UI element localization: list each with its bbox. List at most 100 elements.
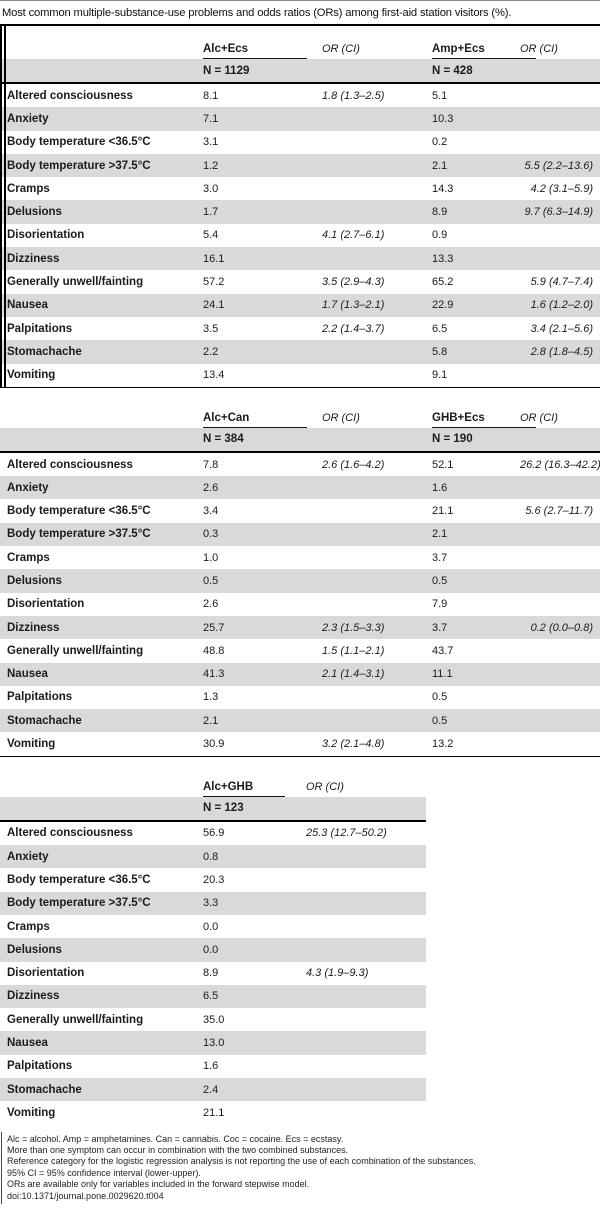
percent-value: 2.6	[203, 598, 219, 611]
percent-value: 22.9	[432, 299, 454, 312]
table-row: Dizziness 16.1 13.3	[0, 247, 600, 271]
sample-size: N = 190	[432, 433, 473, 446]
percent-value: 7.9	[432, 598, 448, 611]
symptom-label: Generally unwell/fainting	[7, 1013, 144, 1026]
percent-value: 1.6	[432, 481, 448, 494]
percent-value: 0.8	[203, 850, 219, 863]
percent-value: 0.9	[432, 229, 448, 242]
table-row: Palpitations 3.5 2.2 (1.4–3.7) 6.5 3.4 (2.1–…	[0, 317, 600, 340]
substance-table-3: Alc+GHB OR (CI) N = 123 Altered consciousne…	[0, 757, 426, 1125]
substance-column-header: Alc+GHB	[203, 781, 306, 797]
table-row: Delusions 0.5 0.5	[0, 569, 600, 593]
percent-value: 3.7	[432, 621, 448, 634]
symptom-label: Body temperature >37.5°C	[7, 159, 151, 172]
table-row: Nausea 41.3 2.1 (1.4–3.1) 11.1	[0, 662, 600, 686]
table-row: Disorientation 2.6 7.9	[0, 593, 600, 616]
percent-value: 1.0	[203, 551, 219, 564]
symptom-label: Body temperature >37.5°C	[7, 528, 151, 541]
footnote-line: ORs are available only for variables inc…	[7, 1179, 310, 1190]
symptom-label: Generally unwell/fainting	[7, 276, 144, 289]
odds-ratio-text: 5.6 (2.7–11.7)	[525, 505, 593, 518]
percent-value: 0.5	[203, 574, 219, 587]
substance-column-label: Alc+GHB	[203, 781, 285, 797]
table-row: Vomiting 30.9 3.2 (2.1–4.8) 13.2	[0, 732, 600, 755]
symptom-label: Stomachache	[7, 1083, 82, 1096]
odds-ratio-text: 4.2 (3.1–5.9)	[530, 182, 593, 195]
percent-value: 6.5	[432, 322, 448, 335]
odds-ratio-text: 5.9 (4.7–7.4)	[530, 276, 593, 289]
symptom-label: Altered consciousness	[7, 827, 133, 840]
or-ci-column-header: OR (CI)	[306, 780, 344, 793]
sample-size: N = 428	[432, 64, 473, 77]
odds-ratio-value: 1.5 (1.1–2.1)	[322, 644, 385, 657]
table-row: Disorientation 8.9 4.3 (1.9–9.3)	[0, 962, 426, 985]
percent-value: 43.7	[432, 644, 454, 657]
footnote-line: More than one symptom can occur in combi…	[7, 1144, 349, 1155]
substance-column-label: Alc+Can	[203, 412, 307, 428]
symptom-label: Altered consciousness	[7, 89, 133, 102]
percent-value: 41.3	[203, 668, 225, 681]
substance-column-label: Alc+Ecs	[203, 43, 307, 59]
symptom-label: Delusions	[7, 574, 62, 587]
percent-value: 1.3	[203, 691, 219, 704]
symptom-label: Dizziness	[7, 990, 60, 1003]
odds-ratio-text: 3.4 (2.1–5.6)	[530, 322, 593, 335]
odds-ratio-value: 1.6 (1.2–2.0)	[520, 299, 595, 311]
substance-column-label: Amp+Ecs	[432, 43, 536, 59]
percent-value: 2.4	[203, 1083, 219, 1096]
percent-value: 8.9	[432, 206, 448, 219]
odds-ratio-value: 25.3 (12.7–50.2)	[306, 827, 387, 840]
table-row: Cramps 1.0 3.7	[0, 546, 600, 569]
symptom-label: Vomiting	[7, 1106, 56, 1119]
odds-ratio-value: 2.3 (1.5–3.3)	[322, 621, 385, 634]
sample-size: N = 123	[203, 802, 244, 815]
symptom-label: Anxiety	[7, 481, 49, 494]
or-ci-column-header: OR (CI)	[520, 43, 558, 55]
sample-size-row: N = 384 N = 190	[0, 427, 600, 453]
percent-value: 57.2	[203, 276, 225, 289]
percent-value: 8.1	[203, 89, 219, 102]
odds-ratio-value: 1.7 (1.3–2.1)	[322, 299, 385, 312]
symptom-label: Nausea	[7, 1037, 48, 1050]
table-title: Most common multiple-substance-use probl…	[0, 1, 600, 26]
odds-ratio-value: 0.2 (0.0–0.8)	[520, 622, 595, 634]
odds-ratio-value: 3.5 (2.9–4.3)	[322, 276, 385, 289]
percent-value: 5.8	[432, 345, 448, 358]
percent-value: 7.8	[203, 458, 219, 471]
percent-value: 24.1	[203, 299, 225, 312]
table-row: Nausea 13.0	[0, 1031, 426, 1055]
odds-ratio-text: 2.8 (1.8–4.5)	[530, 345, 593, 358]
substance-column-header: Alc+Can	[203, 412, 322, 428]
percent-value: 1.7	[203, 206, 219, 219]
symptom-label: Palpitations	[7, 322, 73, 335]
odds-ratio-value: 3.2 (2.1–4.8)	[322, 738, 385, 751]
sample-size-row: N = 1129 N = 428	[0, 59, 600, 84]
table-row: Body temperature <36.5°C 3.4 21.1 5.6 (2.7–…	[0, 499, 600, 522]
percent-value: 2.1	[203, 714, 219, 727]
percent-value: 21.1	[203, 1106, 225, 1119]
percent-value: 0.5	[432, 574, 448, 587]
odds-ratio-value: 4.2 (3.1–5.9)	[520, 183, 595, 195]
footnote-line: 95% CI = 95% confidence interval (lower-…	[7, 1167, 201, 1178]
table-row: Generally unwell/fainting 48.8 1.5 (1.1–2.…	[0, 639, 600, 662]
table-row: Dizziness 6.5	[0, 984, 426, 1009]
odds-ratio-value: 5.6 (2.7–11.7)	[520, 505, 595, 517]
substance-table-1: Alc+Ecs OR (CI) Amp+Ecs OR (CI) N = 1129 N = …	[0, 26, 600, 388]
table-row: Body temperature <36.5°C 20.3	[0, 868, 426, 891]
symptom-label: Altered consciousness	[7, 458, 133, 471]
percent-value: 13.0	[203, 1037, 225, 1050]
odds-ratio-value: 1.8 (1.3–2.5)	[322, 89, 385, 102]
percent-value: 13.4	[203, 369, 225, 382]
odds-ratio-value: 2.6 (1.6–4.2)	[322, 458, 385, 471]
percent-value: 14.3	[432, 182, 454, 195]
odds-ratio-value: 4.1 (2.7–6.1)	[322, 229, 385, 242]
percent-value: 3.7	[432, 551, 448, 564]
percent-value: 11.1	[432, 668, 453, 681]
percent-value: 3.3	[203, 897, 219, 910]
symptom-label: Disorientation	[7, 598, 85, 611]
table-row: Vomiting 13.4 9.1	[0, 364, 600, 387]
percent-value: 1.6	[203, 1060, 219, 1073]
symptom-label: Cramps	[7, 182, 50, 195]
symptom-label: Cramps	[7, 551, 50, 564]
table-row: Stomachache 2.2 5.8 2.8 (1.8–4.5)	[0, 340, 600, 364]
